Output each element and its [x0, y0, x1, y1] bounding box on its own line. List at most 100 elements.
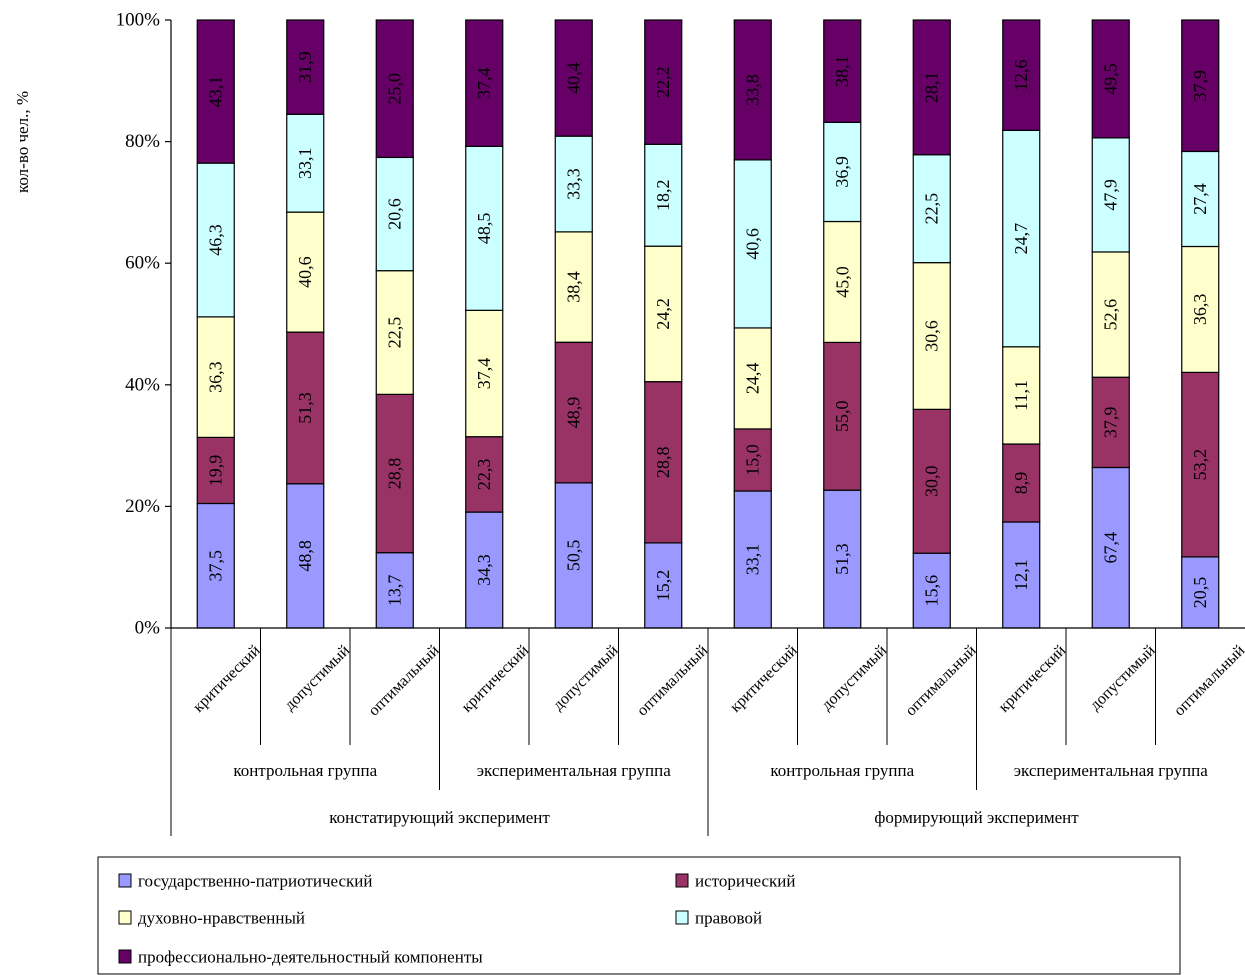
data-label: 15,6 [922, 575, 942, 607]
bar-segment [823, 220, 862, 344]
data-label: 55,0 [832, 401, 852, 433]
bar-segment [554, 135, 593, 233]
x-category-label: допустимый [281, 642, 353, 714]
data-label: 38,1 [832, 55, 852, 87]
bar-segment [1002, 346, 1041, 445]
y-axis-label: кол-во чел., % [13, 91, 32, 193]
bar-segment [554, 482, 593, 629]
data-label: 22,5 [385, 317, 405, 349]
x-category-label: оптимальный [1171, 642, 1245, 720]
data-label: 40,6 [295, 256, 315, 288]
data-label: 48,9 [564, 397, 584, 429]
x-category-label: допустимый [1087, 642, 1159, 714]
data-label: 49,5 [1101, 63, 1121, 95]
data-label: 12,6 [1011, 59, 1031, 91]
x-category-label: критический [727, 642, 801, 716]
x-group-label: экспериментальная группа [477, 761, 672, 780]
data-label: 34,3 [474, 554, 494, 586]
bar-segment [1181, 371, 1220, 558]
data-label: 22,3 [474, 459, 494, 491]
bar-segment [733, 159, 772, 329]
data-label: 22,2 [653, 66, 673, 98]
legend-box [97, 856, 1181, 975]
bar-segment [644, 19, 683, 145]
data-label: 11,1 [1011, 380, 1031, 411]
x-category-label: критический [190, 642, 264, 716]
data-label: 27,4 [1190, 183, 1210, 215]
bar-segment [823, 489, 862, 629]
bar-segment [1002, 19, 1041, 131]
bar-segment [465, 145, 504, 311]
data-label: 31,9 [295, 51, 315, 83]
data-label: 50,5 [564, 540, 584, 572]
bar-segment [554, 231, 593, 343]
data-label: 33,1 [295, 147, 315, 179]
data-label: 20,5 [1190, 577, 1210, 609]
data-label: 12,1 [1011, 559, 1031, 591]
data-label: 37,4 [474, 358, 494, 390]
legend-label: исторический [695, 872, 795, 891]
bar-segment [554, 19, 593, 137]
bar-segment [1091, 19, 1130, 139]
data-label: 36,9 [832, 156, 852, 188]
x-category-label: оптимальный [365, 642, 443, 720]
y-tick-label: 0% [135, 618, 161, 639]
data-label: 18,2 [653, 179, 673, 211]
bar-segment [1091, 376, 1130, 469]
data-label: 38,4 [564, 271, 584, 303]
legend-swatch [675, 873, 689, 888]
y-tick-label: 60% [125, 253, 160, 274]
bar-segment [1002, 129, 1041, 348]
x-supergroup-label: констатирующий эксперимент [329, 808, 550, 827]
legend-label: правовой [695, 909, 762, 928]
data-label: 24,2 [653, 298, 673, 330]
bar-segment [1002, 443, 1041, 523]
x-category-label: оптимальный [902, 642, 980, 720]
data-label: 51,3 [832, 543, 852, 575]
data-label: 24,4 [743, 363, 763, 395]
data-label: 30,6 [922, 320, 942, 352]
bar-segment [733, 19, 772, 161]
data-label: 8,9 [1011, 472, 1031, 495]
x-category-label: допустимый [818, 642, 890, 714]
data-label: 37,5 [206, 550, 226, 582]
data-label: 40,4 [564, 62, 584, 94]
data-label: 47,9 [1101, 179, 1121, 211]
data-label: 19,9 [206, 455, 226, 487]
data-label: 36,3 [1190, 294, 1210, 326]
y-tick-label: 40% [125, 374, 160, 395]
x-supergroup-label: формирующий эксперимент [874, 808, 1079, 827]
bar-segment [1181, 150, 1220, 248]
x-category-label: допустимый [550, 642, 622, 714]
legend-swatch [675, 910, 689, 925]
bar-segment [733, 428, 772, 492]
data-label: 51,3 [295, 392, 315, 424]
bar-segment [644, 143, 683, 247]
data-label: 37,9 [1190, 70, 1210, 102]
bar-segment [196, 436, 235, 505]
bar-segment [1091, 137, 1130, 253]
bar-segment [375, 552, 414, 629]
bars-layer: 37,5 19,9 36,3 46,3 43,1 48,8 51,3 40,6 33,1 31,9… [196, 19, 1220, 629]
bar-segment [286, 113, 325, 213]
bar-segment [375, 270, 414, 395]
bar-segment [1181, 245, 1220, 373]
bar-segment [375, 19, 414, 159]
legend-label: профессионально-деятельностный компонент… [138, 948, 483, 967]
data-label: 45,0 [832, 266, 852, 298]
bar-segment [823, 19, 862, 123]
data-label: 53,2 [1190, 449, 1210, 481]
data-label: 15,2 [653, 570, 673, 602]
bar-segment [286, 211, 325, 333]
data-label: 28,8 [653, 447, 673, 479]
data-label: 67,4 [1101, 532, 1121, 564]
x-group-label: контрольная группа [770, 761, 914, 780]
bar-segment [465, 436, 504, 513]
bar-segment [286, 19, 325, 115]
data-label: 25,0 [385, 73, 405, 105]
data-label: 24,7 [1011, 223, 1031, 255]
legend-label: государственно-патриотический [138, 872, 372, 891]
data-label: 33,1 [743, 544, 763, 576]
bar-segment [644, 245, 683, 383]
